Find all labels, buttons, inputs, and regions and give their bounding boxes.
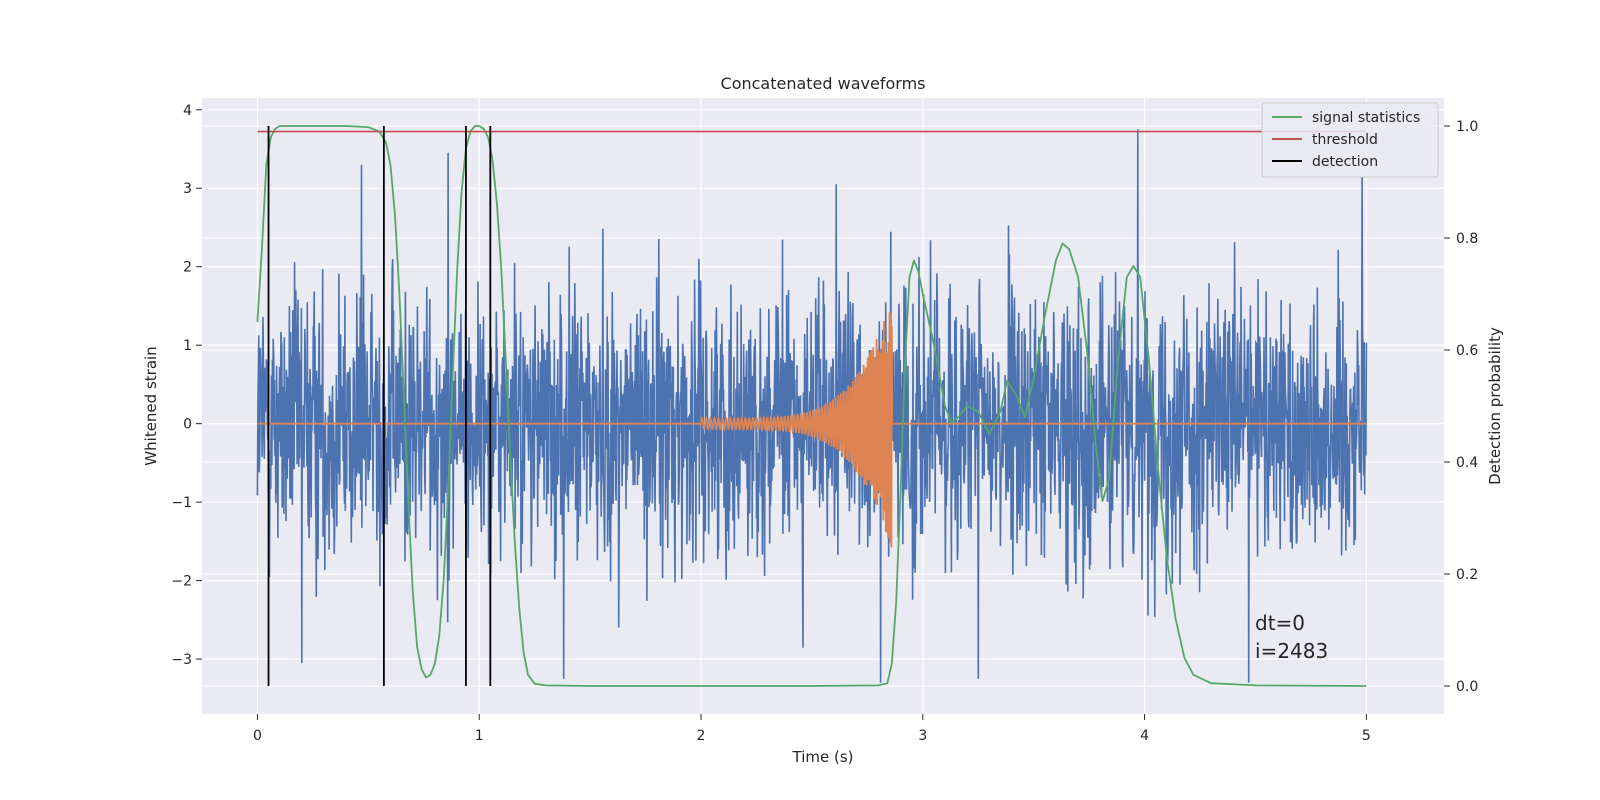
- y-tick-label: −2: [171, 574, 192, 590]
- x-tick-label: 2: [697, 728, 706, 744]
- legend-label-threshold: threshold: [1312, 132, 1378, 148]
- y-tick-label: −1: [171, 495, 192, 511]
- y-axis-label: Whitened strain: [142, 346, 160, 465]
- legend-label-signal-statistics: signal statistics: [1312, 110, 1420, 126]
- signal-statistics-series: [256, 125, 1367, 687]
- legend-label-detection: detection: [1312, 154, 1378, 170]
- y-tick-label: 3: [183, 181, 192, 197]
- chart-title: Concatenated waveforms: [721, 74, 926, 93]
- y-tick-label: −3: [171, 652, 192, 668]
- x-tick-label: 4: [1140, 728, 1149, 744]
- whitened-strain-line: [256, 129, 1368, 683]
- y-tick-label: 4: [183, 103, 192, 119]
- legend-box: [1261, 102, 1439, 178]
- whitened-strain-series: [256, 129, 1368, 683]
- detection-series: [267, 126, 492, 686]
- right-axis: 0.0 0.2 0.4 0.6 0.8 1.0: [1444, 119, 1478, 695]
- y2-tick-label: 0.2: [1456, 567, 1478, 583]
- x-tick-label: 1: [475, 728, 484, 744]
- y2-tick-label: 0.4: [1456, 455, 1478, 471]
- y-tick-label: 1: [183, 338, 192, 354]
- y2-tick-label: 1.0: [1456, 119, 1478, 135]
- chirp-series: [257, 312, 1367, 548]
- annotation-dt: dt=0: [1255, 611, 1305, 635]
- x-axis-label: Time (s): [792, 748, 854, 766]
- x-tick-label: 0: [253, 728, 262, 744]
- y2-axis-label: Detection probability: [1486, 327, 1504, 485]
- legend: signal statistics threshold detection: [1261, 102, 1439, 178]
- annotation-index: i=2483: [1255, 639, 1328, 663]
- y2-tick-label: 0.8: [1456, 231, 1478, 247]
- signal-statistics-line: [256, 125, 1367, 687]
- y2-tick-label: 0.0: [1456, 679, 1478, 695]
- y-tick-label: 2: [183, 260, 192, 276]
- x-tick-label: 3: [918, 728, 927, 744]
- chirp-line: [257, 312, 1367, 548]
- bottom-axis: 0 1 2 3 4 5: [253, 714, 1371, 744]
- x-tick-label: 5: [1362, 728, 1371, 744]
- y2-tick-label: 0.6: [1456, 343, 1478, 359]
- y-tick-label: 0: [183, 417, 192, 433]
- left-axis: −3 −2 −1 0 1 2 3 4: [171, 103, 202, 668]
